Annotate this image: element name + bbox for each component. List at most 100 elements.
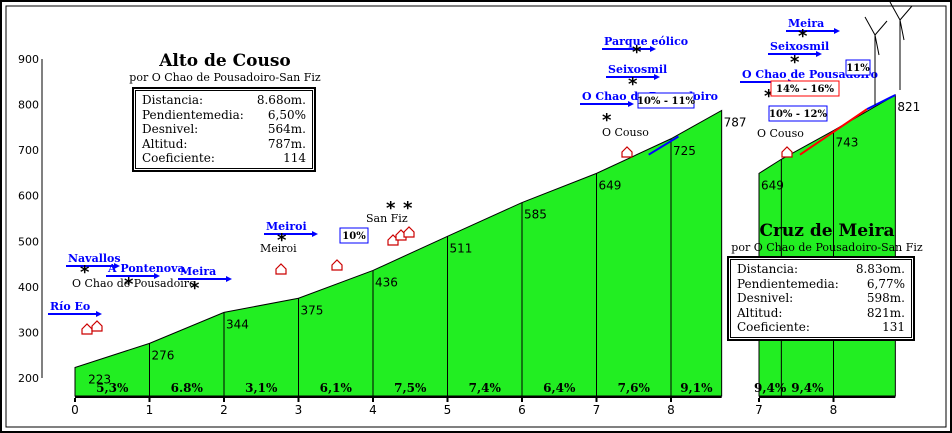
summit-star-icon: * [124, 274, 134, 295]
stat-label: Desnivel: [142, 122, 199, 137]
summit-star-icon: * [80, 262, 90, 283]
elevation-label: 511 [450, 241, 473, 255]
place-label-blue: Seixosmil [770, 40, 829, 53]
segment-slope-label: 6,1% [320, 381, 353, 395]
x-tick-mark [74, 398, 76, 402]
x-tick-mark [223, 398, 225, 402]
house-icon [403, 226, 415, 238]
y-tick-label: 600 [18, 190, 39, 203]
profile1-title: Alto de Couso [159, 51, 291, 71]
slope-flag-box [637, 92, 695, 109]
elevation-label: 436 [375, 275, 398, 289]
stat-row: Coeficiente: 131 [731, 320, 911, 335]
stat-value: 8.83om. [855, 262, 905, 276]
elevation-label: 344 [226, 317, 249, 331]
x-tick-label: 4 [369, 403, 377, 417]
stat-row: Altitud: 821m. [731, 306, 911, 321]
place-label-blue: Meiroi [266, 220, 307, 233]
stat-row: Distancia: 8.83om. [731, 262, 911, 277]
summit-star-icon: * [798, 26, 808, 47]
stat-value: 821m. [866, 305, 905, 320]
place-label: O Chao de Pousadoiro [72, 277, 196, 290]
stat-value: 564m. [267, 122, 306, 137]
segment-slope-label: 6,4% [543, 381, 576, 395]
x-tick-label: 6 [518, 403, 526, 417]
summit-star-icon: * [632, 42, 642, 63]
y-tick-label: 300 [18, 326, 39, 339]
slope-flag-box [339, 227, 369, 244]
place-label-blue: Meira [180, 265, 216, 278]
slope-flag-text: 14% - 16% [776, 84, 834, 95]
x-tick-mark [446, 398, 449, 402]
place-label-blue: Navallos [68, 252, 121, 265]
elevation-label: 649 [761, 178, 784, 192]
y-tick-label: 700 [18, 144, 39, 157]
segment-slope-label: 6.8% [171, 381, 204, 395]
stat-label: Pendientemedia: [142, 107, 244, 122]
stat-row: Distancia: 8.68om. [136, 93, 312, 108]
stat-value: 114 [283, 151, 306, 166]
x-tick-label: 3 [295, 403, 303, 417]
stat-value: 8.68om. [256, 93, 306, 107]
profile2-title: Cruz de Meira [759, 221, 895, 241]
place-arrow-head [154, 273, 160, 279]
place-label: San Fiz [366, 212, 408, 225]
wind-turbine-blades [889, 1, 913, 41]
place-label: Meiroi [260, 242, 297, 255]
summit-star-icon: * [190, 278, 200, 299]
stat-label: Coeficiente: [737, 320, 810, 335]
steep-segment-blue [866, 94, 896, 111]
slope-flag-text: 10% [342, 231, 366, 242]
summit-star-icon: * [386, 198, 396, 219]
place-label: O Couso [757, 127, 804, 140]
place-arrow-head [816, 51, 822, 57]
profile1-subtitle: por O Chao de Pousadoiro-San Fiz [129, 71, 321, 84]
summit-star-icon: * [790, 52, 800, 73]
profile2-title-block: Cruz de Meira por O Chao de Pousadoiro-S… [722, 221, 932, 255]
place-label-blue: A Pontenova [107, 262, 185, 275]
house-icon [621, 146, 633, 158]
segment-slope-label: 3,1% [245, 381, 278, 395]
x-tick-mark [832, 398, 835, 402]
stat-row: Desnivel: 564m. [136, 122, 312, 137]
stat-value: 6,50% [267, 107, 306, 122]
x-tick-label: 8 [830, 403, 838, 417]
place-label: O Couso [602, 126, 649, 139]
place-label-blue: Seixosmil [608, 63, 667, 76]
segment-slope-label: 9,4% [791, 381, 824, 395]
segment-slope-label: 7,4% [469, 381, 502, 395]
stat-label: Pendientemedia: [737, 276, 839, 291]
segment-slope-label: 7,5% [394, 381, 427, 395]
slope-flag-box [768, 105, 828, 122]
house-icon [781, 146, 793, 158]
place-arrow-head [226, 276, 232, 282]
x-tick-mark [521, 398, 523, 402]
x-tick-label: 7 [755, 403, 763, 417]
stat-row: Desnivel: 598m. [731, 291, 911, 306]
slope-flag-text: 11% [846, 63, 870, 74]
steep-segment-red [799, 108, 868, 156]
stat-label: Altitud: [737, 305, 783, 320]
summit-star-icon: * [277, 230, 287, 251]
place-arrow-head [628, 101, 634, 107]
place-label-blue: O Chao de Pousadoiro [742, 68, 878, 81]
place-arrow-head [114, 263, 120, 269]
x-tick-mark [595, 398, 598, 402]
stat-value: 787m. [267, 136, 306, 151]
x-tick-label: 5 [444, 403, 452, 417]
x-tick-label: 8 [667, 403, 675, 417]
baseline-bar [759, 396, 896, 398]
place-arrow-head [650, 46, 656, 52]
elevation-label: 787 [724, 115, 747, 129]
x-tick-mark [297, 398, 300, 402]
stat-value: 6,77% [866, 276, 905, 291]
elevation-label: 649 [599, 178, 622, 192]
profile2-subtitle: por O Chao de Pousadoiro-San Fiz [731, 241, 923, 254]
stat-label: Distancia: [142, 93, 204, 107]
summit-star-icon: * [602, 110, 612, 131]
x-tick-mark [670, 398, 672, 402]
summit-star-icon: * [628, 74, 638, 95]
stat-value: 598m. [866, 291, 905, 306]
y-tick-label: 400 [18, 281, 39, 294]
